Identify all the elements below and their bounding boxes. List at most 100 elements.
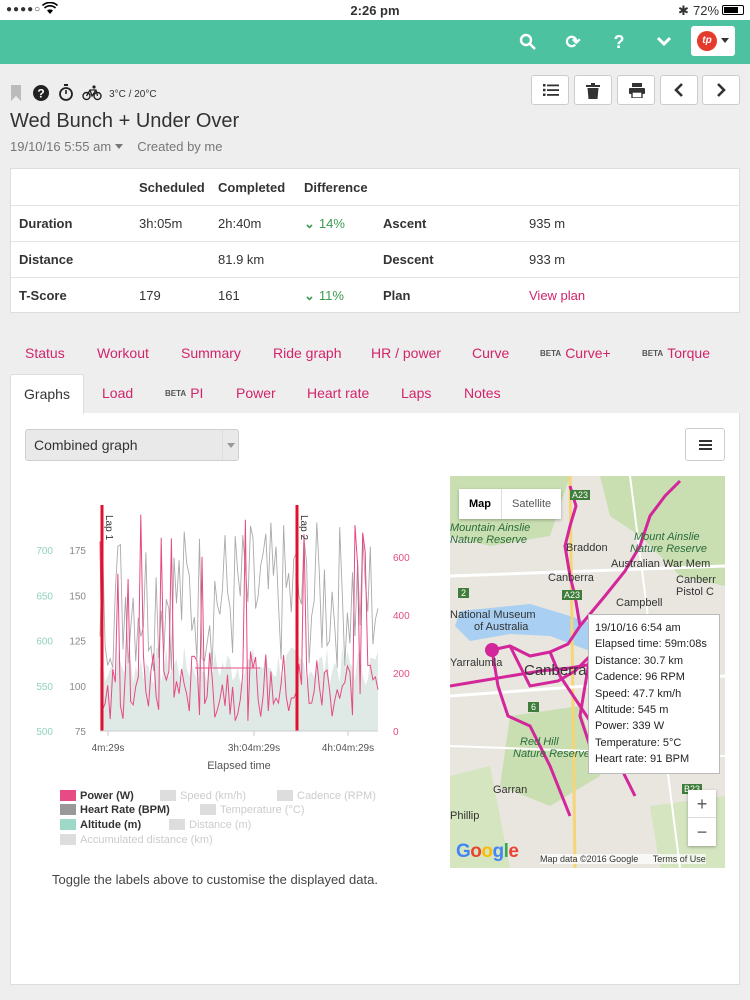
legend-speed[interactable]: Speed (km/h) [160, 790, 246, 802]
map-label: Nature Reserve [630, 543, 708, 555]
tooltip-line: Temperature: 5°C [595, 736, 682, 749]
map-label: Mount Ainslie [634, 531, 700, 543]
refresh-icon[interactable]: ⟳ [565, 32, 581, 52]
graph-type-value: Combined graph [34, 437, 138, 453]
workout-title: Wed Bunch + Under Over [10, 110, 240, 132]
zoom-out-button[interactable]: − [696, 822, 708, 842]
stat-label-plan: Plan [383, 288, 411, 303]
y-axis-tick-altitude: 550 [36, 682, 53, 693]
combined-graph-chart[interactable]: 500 550 600 650 700 75 100 125 150 175 0 200 400 600 L… [20, 495, 420, 780]
tab-torque[interactable]: BETA Torque [642, 345, 710, 361]
chevron-down-green-icon: ⌄ [304, 288, 315, 303]
y-axis-tick-heart-rate: 75 [75, 727, 87, 738]
tab-curve[interactable]: Curve [472, 345, 510, 361]
legend-altitude[interactable]: Altitude (m) [60, 819, 141, 831]
date-caret-icon[interactable] [115, 144, 124, 149]
app-top-bar: ⟳ ? [0, 20, 750, 64]
legend-heart-rate[interactable]: Heart Rate (BPM) [60, 804, 170, 816]
print-icon [629, 83, 645, 98]
tab-laps[interactable]: Laps [401, 385, 432, 401]
map-label: Braddon [566, 542, 608, 554]
list-view-button[interactable] [531, 75, 569, 105]
map-tab-satellite[interactable]: Satellite [512, 498, 552, 510]
chart-menu-button[interactable] [685, 428, 725, 461]
map-data-credit: Map data ©2016 Google [540, 854, 639, 864]
y-axis-tick-heart-rate: 125 [69, 637, 86, 648]
bookmark-icon[interactable] [10, 84, 22, 104]
lap-marker-label: Lap 2 [298, 515, 309, 540]
map-zoom-controls: + − [688, 790, 716, 846]
cycling-icon [82, 84, 103, 104]
help-circle-icon[interactable]: ? [32, 84, 49, 104]
col-header-scheduled: Scheduled [139, 180, 205, 195]
graph-type-select[interactable]: Combined graph [25, 429, 239, 461]
road-sign: 2 [458, 588, 470, 598]
tooltip-line: Heart rate: 91 BPM [595, 753, 690, 766]
map-label: National Museum [450, 609, 536, 621]
map-label: Red Hill [520, 736, 559, 748]
legend-cadence[interactable]: Cadence (RPM) [277, 790, 376, 802]
help-icon[interactable]: ? [613, 32, 625, 52]
workout-stats-table: Scheduled Completed Difference Duration … [10, 168, 740, 313]
map-label: Pistol C [676, 586, 714, 598]
road-sign: B23 [682, 784, 703, 794]
tab-workout[interactable]: Workout [97, 345, 149, 361]
clock: 2:26 pm [350, 3, 400, 18]
search-icon[interactable] [516, 30, 540, 54]
tab-pi[interactable]: BETA PI [165, 385, 204, 401]
trash-icon [586, 83, 600, 99]
map-type-toggle: Map Satellite [459, 489, 562, 519]
chevron-down-icon[interactable] [652, 30, 676, 54]
created-by: Created by me [137, 139, 223, 154]
legend-accumulated-distance[interactable]: Accumulated distance (km) [60, 834, 213, 846]
view-plan-link[interactable]: View plan [529, 288, 586, 303]
tab-heart-rate[interactable]: Heart rate [307, 385, 370, 401]
y-axis-tick-heart-rate: 175 [69, 546, 86, 557]
tooltip-line: Elapsed time: 59m:08s [595, 638, 707, 651]
map-label: Garran [493, 784, 528, 796]
caret-down-icon [721, 38, 729, 43]
tab-load[interactable]: Load [102, 385, 134, 401]
map-label: Canberra [524, 662, 587, 679]
map-label: Campbell [616, 597, 663, 609]
workout-date-row: 19/10/16 5:55 am Created by me [10, 139, 222, 154]
legend-power[interactable]: Power (W) [60, 790, 134, 802]
tab-ride-graph[interactable]: Ride graph [273, 345, 342, 361]
tab-status[interactable]: Status [25, 345, 65, 361]
map-label: Australian War Mem [611, 558, 711, 570]
map-label: Nature Reserve [513, 748, 591, 760]
stat-label-ascent: Ascent [383, 216, 427, 231]
lap-marker-label: Lap 1 [103, 515, 114, 540]
previous-button[interactable] [660, 75, 698, 105]
battery-icon [722, 5, 744, 15]
delete-button[interactable] [574, 75, 612, 105]
map-tab-map[interactable]: Map [459, 489, 502, 519]
print-button[interactable] [617, 75, 655, 105]
ios-status-bar: ●●●●○ 2:26 pm ✱ 72% [0, 0, 750, 20]
legend-distance[interactable]: Distance (m) [169, 819, 251, 831]
next-button[interactable] [702, 75, 740, 105]
terms-of-use-link[interactable]: Terms of Use [652, 854, 706, 864]
y-axis-tick-altitude: 650 [36, 591, 53, 602]
tab-power[interactable]: Power [236, 385, 276, 401]
road-sign: A23 [570, 490, 591, 500]
tooltip-line: Power: 339 W [595, 720, 665, 733]
stat-label-tscore: T-Score [19, 288, 67, 303]
zoom-in-button[interactable]: + [688, 790, 716, 818]
trainingpeaks-logo: tp [697, 31, 717, 51]
tab-summary[interactable]: Summary [181, 345, 241, 361]
user-menu-button[interactable]: tp [691, 26, 735, 56]
workout-date[interactable]: 19/10/16 5:55 am [10, 139, 112, 154]
tab-notes[interactable]: Notes [464, 385, 501, 401]
stat-tscore-scheduled: 179 [139, 288, 161, 303]
tab-hr-power[interactable]: HR / power [371, 345, 442, 361]
tab-curve-plus[interactable]: BETA Curve+ [540, 345, 611, 361]
chevron-left-icon [674, 83, 683, 97]
col-header-completed: Completed [218, 180, 286, 195]
y-axis-tick-heart-rate: 100 [69, 682, 86, 693]
tab-graphs[interactable]: Graphs [10, 374, 84, 414]
stat-descent-value: 933 m [529, 252, 566, 267]
battery-percent: 72% [693, 3, 720, 18]
legend-temperature[interactable]: Temperature (°C) [200, 804, 304, 816]
chevron-down-green-icon: ⌄ [304, 216, 315, 231]
